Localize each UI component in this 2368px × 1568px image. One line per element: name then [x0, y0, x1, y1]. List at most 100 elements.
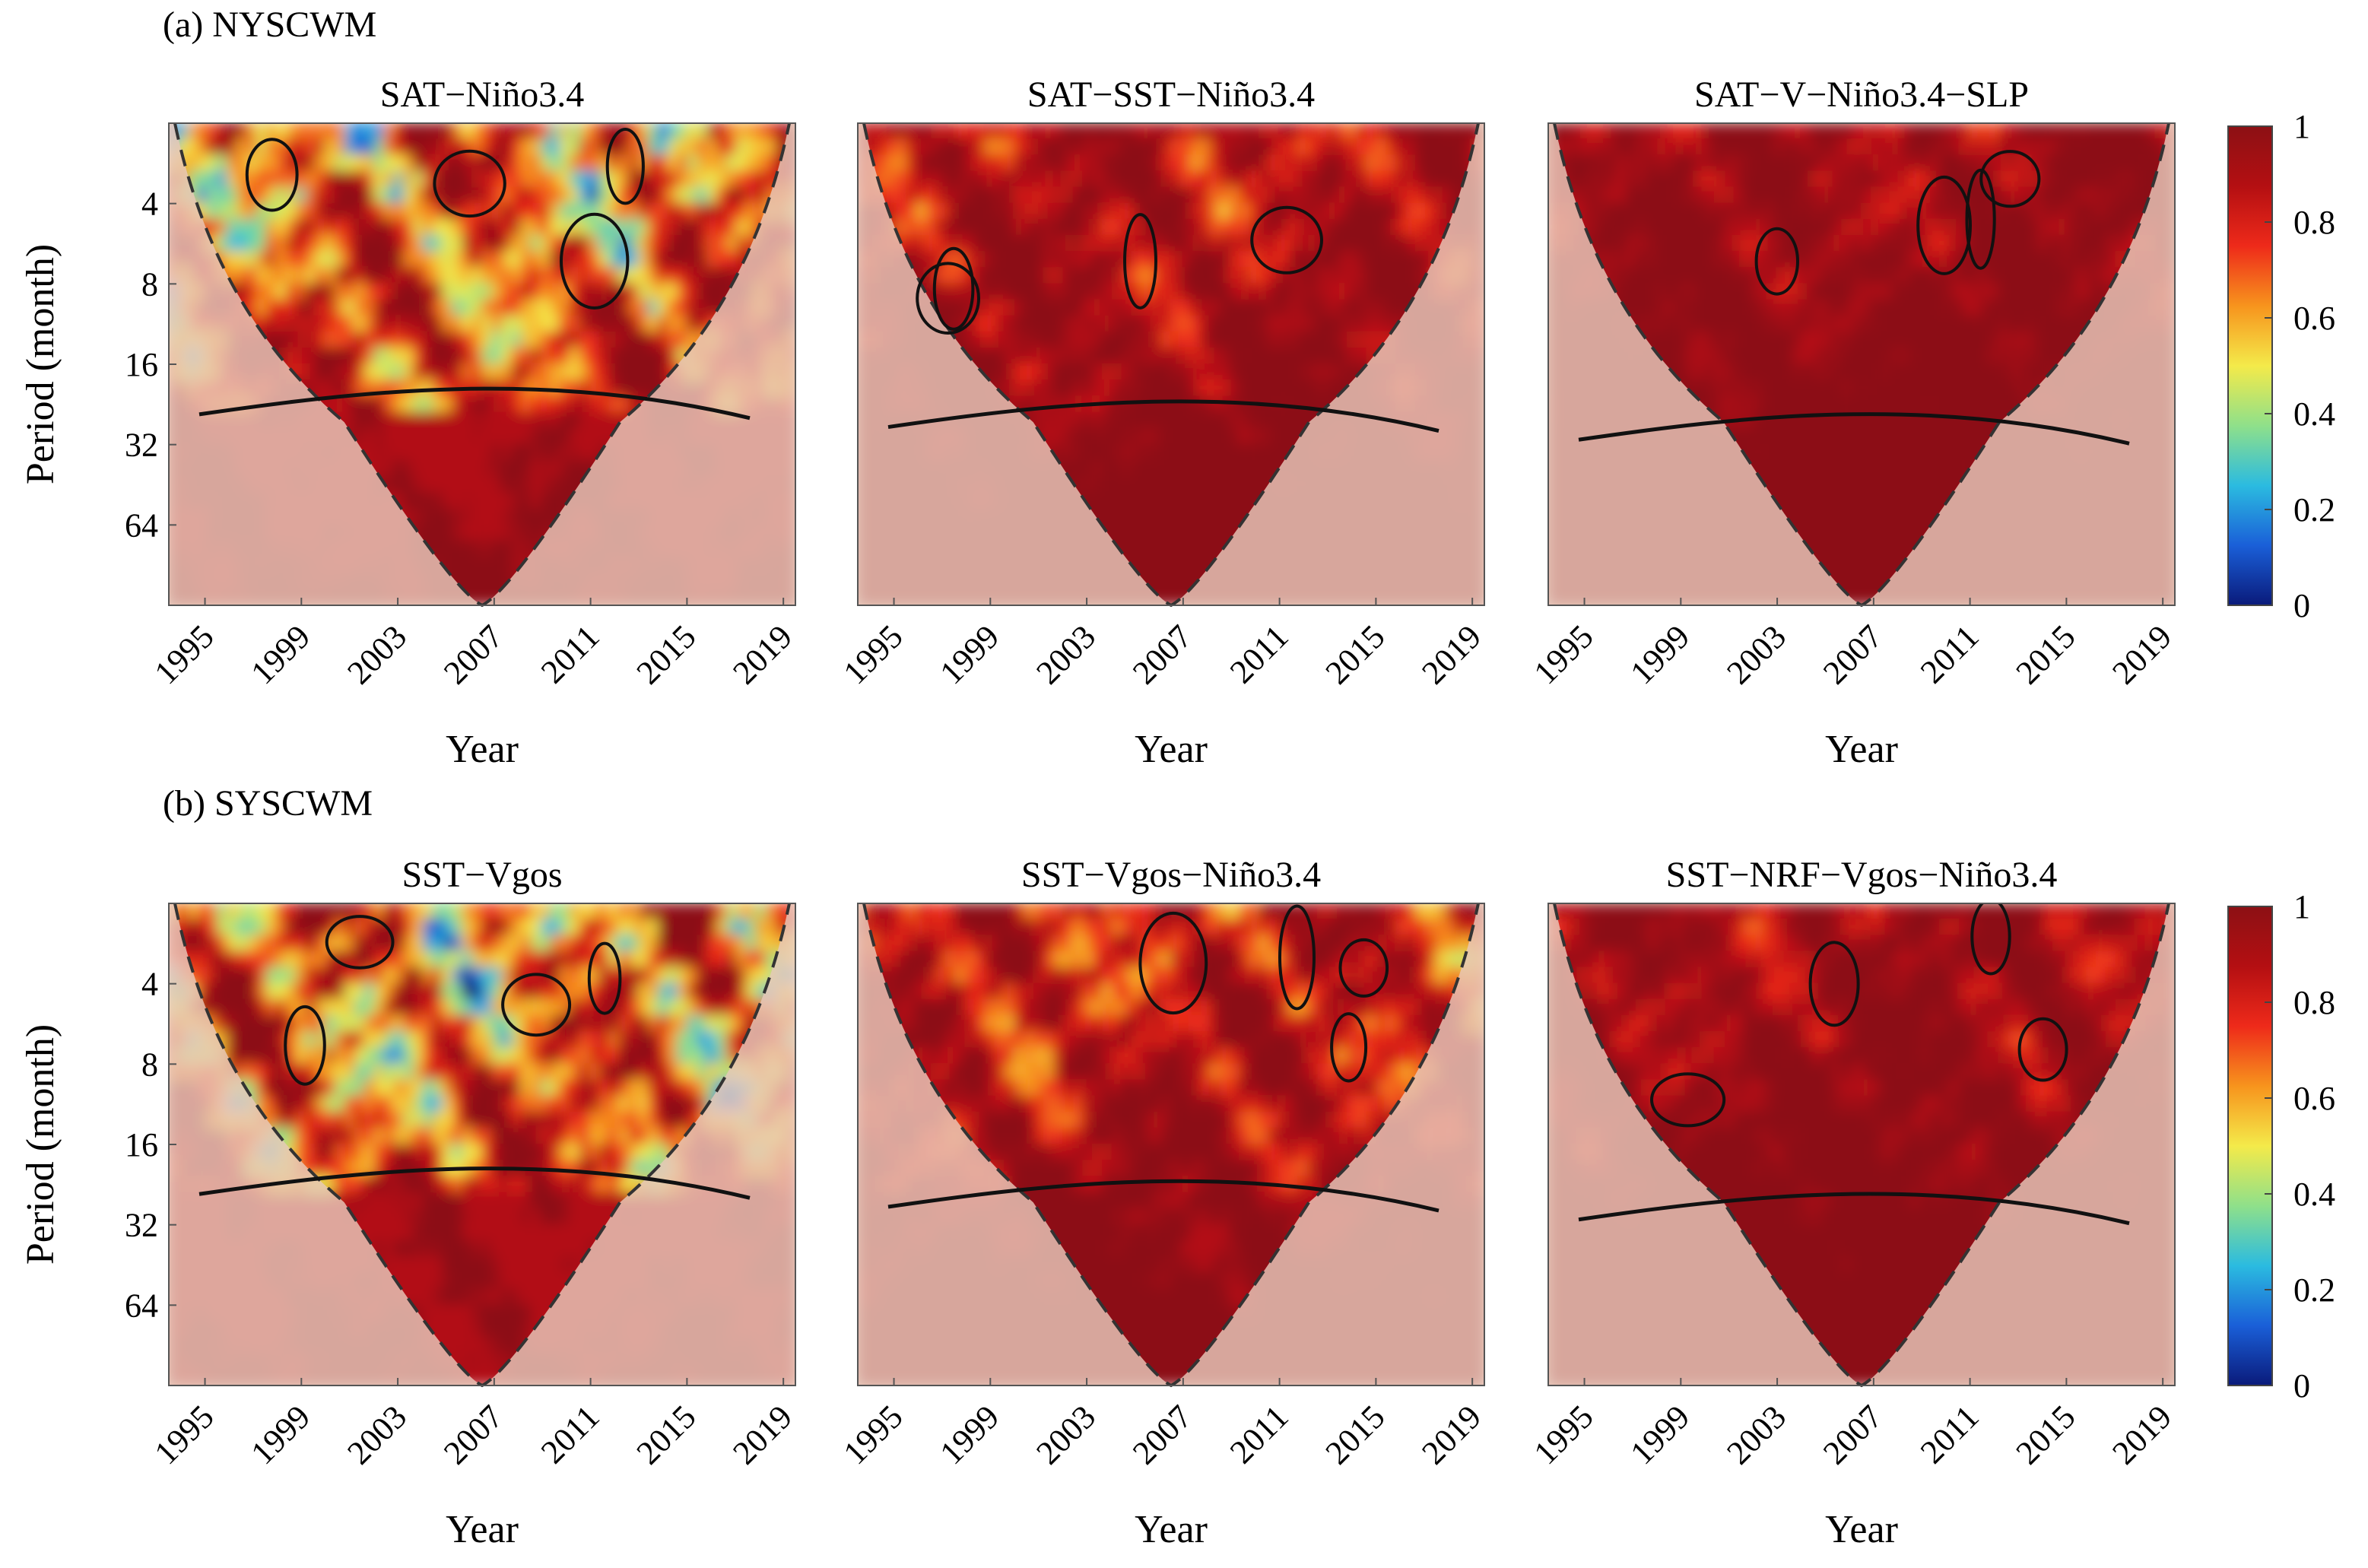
x-tick-label: 1995: [1527, 617, 1601, 691]
colorbar-1: 1 0.8 0.6 0.4 0.2 0: [2227, 108, 2335, 624]
panel-6: SST−NRF−Vgos−Niño3.4 1995 1999 2003 2007 2011…: [1527, 855, 2179, 1551]
cone-of-influence-shade: [1548, 903, 2175, 1385]
significance-contour: [433, 149, 506, 218]
colorbar-tick-label: 0.4: [2293, 1176, 2335, 1213]
colorbar-tick-label: 1: [2293, 888, 2310, 925]
x-tick-label: 1995: [148, 617, 221, 691]
significance-contour: [916, 262, 980, 335]
cone-of-influence-shade: [169, 903, 795, 1385]
significance-contour: [1808, 941, 1860, 1027]
x-tick-label: 2011: [1913, 617, 1986, 690]
significance-contour: [887, 399, 1440, 433]
axes-frame: [1547, 903, 2176, 1386]
panel-title: SST−NRF−Vgos−Niño3.4: [1666, 855, 2058, 895]
x-tick-label: 2019: [2105, 617, 2179, 691]
colorbar-tick-label: 0.2: [2293, 1271, 2335, 1309]
panel-3: SAT−V−Niño3.4−SLP 1995 1999 2003 2007 2011 201…: [1527, 75, 2179, 771]
significance-contour: [1578, 412, 2130, 446]
section-label-b: (b) SYSCWM: [163, 783, 373, 824]
significance-contour: [1123, 213, 1157, 309]
significance-contour: [325, 915, 395, 970]
significance-contour: [198, 386, 751, 421]
significance-contour: [1338, 938, 1389, 998]
y-tick-label: 32: [125, 1207, 158, 1244]
x-tick-label: 2015: [1319, 1398, 1392, 1471]
x-tick-label: 2019: [725, 1398, 799, 1471]
panel-title: SAT−Niño3.4: [380, 75, 584, 115]
panel-title: SAT−V−Niño3.4−SLP: [1694, 75, 2029, 115]
cone-of-influence-shade: [169, 123, 795, 605]
panel-title: SAT−SST−Niño3.4: [1027, 75, 1315, 115]
significance-contour: [560, 212, 630, 309]
y-tick-label: 4: [141, 186, 158, 223]
x-tick-label: 2011: [1913, 1398, 1986, 1471]
colorbar-tick-label: 0.2: [2293, 491, 2335, 528]
axes-frame: [857, 122, 1485, 606]
x-tick-label: 2003: [1719, 1398, 1793, 1471]
x-tick-label: 2015: [630, 1398, 703, 1471]
x-tick-label: 2011: [1223, 1398, 1296, 1471]
x-tick-label: 2007: [1816, 617, 1890, 691]
significance-contour: [605, 128, 645, 205]
x-axis-label: Year: [1135, 1508, 1208, 1551]
x-tick-label: 2003: [340, 1398, 414, 1471]
y-tick-label: 64: [125, 1287, 158, 1324]
x-tick-label: 2007: [1125, 1398, 1199, 1471]
x-axis-label: Year: [1135, 728, 1208, 771]
significance-contour: [284, 1005, 326, 1086]
significance-contour: [1578, 1192, 2130, 1226]
panels: SAT−Niño3.4 1995 1999 2003 2007 2011 2015 2019 4…: [19, 75, 2179, 1551]
significance-contour: [1916, 175, 1973, 275]
significance-contour: [1979, 150, 2041, 208]
x-tick-label: 2015: [2009, 617, 2083, 691]
colorbar-gradient: [2227, 125, 2273, 606]
x-tick-label: 2015: [2009, 1398, 2083, 1471]
x-tick-label: 2019: [1414, 1398, 1488, 1471]
cone-of-influence-shade: [858, 903, 1484, 1385]
x-tick-label: 2007: [1125, 617, 1199, 691]
x-tick-label: 2011: [534, 617, 607, 690]
significance-contour: [245, 138, 299, 212]
y-tick-label: 8: [141, 265, 158, 303]
x-tick-label: 1995: [1527, 1398, 1601, 1471]
x-tick-label: 2015: [1319, 617, 1392, 691]
colorbar-tick-label: 0.6: [2293, 300, 2335, 337]
significance-contour: [2017, 1017, 2068, 1082]
x-tick-label: 2007: [1816, 1398, 1890, 1471]
x-tick-label: 2003: [1029, 617, 1103, 691]
x-tick-label: 2007: [436, 1398, 510, 1471]
colorbar-tick-label: 0.6: [2293, 1080, 2335, 1117]
significance-contour: [501, 973, 572, 1037]
x-tick-label: 2019: [1414, 617, 1488, 691]
y-tick-label: 32: [125, 427, 158, 464]
significance-contour: [1330, 1012, 1368, 1083]
y-tick-label: 16: [125, 346, 158, 383]
x-tick-label: 2003: [1029, 1398, 1103, 1471]
colorbar-gradient: [2227, 906, 2273, 1386]
y-axis-label: Period (month): [19, 1024, 62, 1265]
x-tick-label: 2003: [1719, 617, 1793, 691]
x-tick-label: 2019: [725, 617, 799, 691]
x-tick-label: 1995: [148, 1398, 221, 1471]
y-tick-label: 64: [125, 506, 158, 544]
x-tick-label: 2015: [630, 617, 703, 691]
axes-frame: [857, 903, 1485, 1386]
x-axis-label: Year: [1825, 1508, 1898, 1551]
significance-contour: [1138, 911, 1208, 1015]
colorbar-tick-label: 0.4: [2293, 395, 2335, 433]
x-tick-label: 1999: [933, 617, 1007, 691]
x-tick-label: 1999: [244, 1398, 318, 1471]
significance-contour: [587, 941, 622, 1015]
x-tick-label: 2011: [534, 1398, 607, 1471]
panel-1: SAT−Niño3.4 1995 1999 2003 2007 2011 2015 2019 4…: [19, 75, 799, 771]
y-tick-label: 16: [125, 1126, 158, 1163]
significance-contour: [198, 1166, 751, 1200]
x-tick-label: 1999: [1624, 1398, 1697, 1471]
colorbars: 1 0.8 0.6 0.4 0.2 0 1 0.8 0.6 0.4 0.2 0: [2227, 108, 2335, 1405]
cone-of-influence-shade: [858, 123, 1484, 605]
x-tick-label: 1999: [244, 617, 318, 691]
colorbar-tick-label: 1: [2293, 108, 2310, 145]
significance-contour: [887, 1179, 1440, 1213]
panel-5: SST−Vgos−Niño3.4 1995 1999 2003 2007 2011 2015…: [836, 855, 1488, 1551]
